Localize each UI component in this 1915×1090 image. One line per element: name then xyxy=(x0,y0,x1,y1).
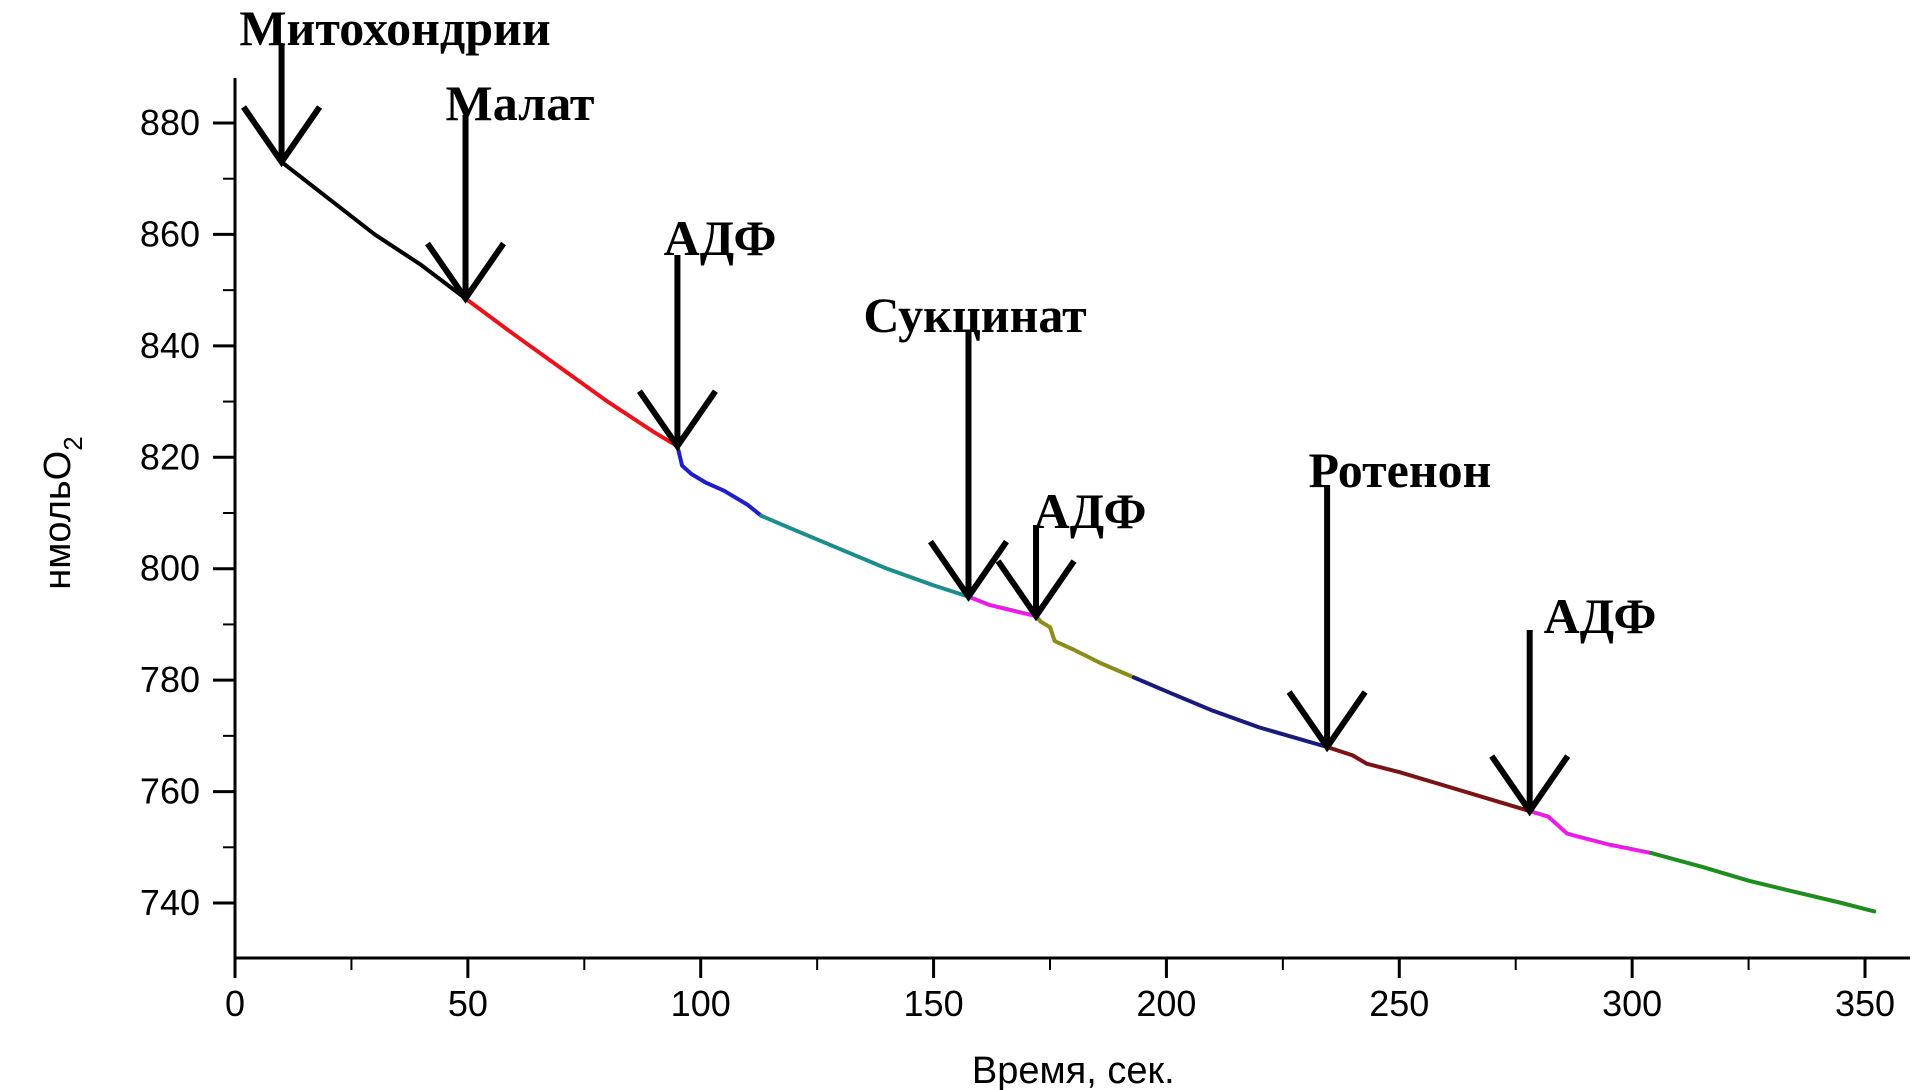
series-segment-3 xyxy=(675,444,764,518)
arrow-head xyxy=(636,389,718,452)
y-tick-label: 880 xyxy=(140,102,200,143)
x-tick-label: 300 xyxy=(1602,983,1662,1024)
y-axis-title-main: нмольО xyxy=(37,451,79,590)
annotation-label: Ротенон xyxy=(1308,442,1491,498)
annotation-label: АДФ xyxy=(1034,483,1147,539)
y-tick-label: 760 xyxy=(140,771,200,812)
arrow-head xyxy=(425,241,506,304)
arrow-head xyxy=(1489,754,1571,817)
series-segment-1 xyxy=(279,160,468,301)
data-series xyxy=(279,160,1877,914)
y-axis-title: нмольО2 xyxy=(37,436,88,589)
annotation-arrow-5: АДФ xyxy=(995,483,1147,622)
annotation-label: Сукцинат xyxy=(863,287,1086,343)
x-tick-label: 350 xyxy=(1835,983,1895,1024)
annotations: Митохондрии Малат АДФ Сукцинат АДФ Ротенон АДФ xyxy=(239,0,1657,817)
x-tick-label: 150 xyxy=(904,983,964,1024)
series-segment-8 xyxy=(1325,745,1532,814)
annotation-arrow-6: Ротенон xyxy=(1286,442,1492,753)
annotation-arrow-2: Малат xyxy=(425,75,595,304)
x-tick-label: 100 xyxy=(671,983,731,1024)
series-segment-2 xyxy=(463,296,680,449)
arrow-head xyxy=(995,559,1077,622)
y-tick-label: 860 xyxy=(140,213,200,254)
annotation-arrow-4: Сукцинат xyxy=(863,287,1087,602)
arrow-head xyxy=(241,105,323,168)
y-tick-label: 820 xyxy=(140,436,200,477)
series-segment-10 xyxy=(1648,850,1877,914)
x-tick-label: 200 xyxy=(1136,983,1196,1024)
annotation-label: АДФ xyxy=(664,210,777,266)
series-segment-4 xyxy=(759,513,971,599)
series-segment-9 xyxy=(1527,809,1653,855)
y-tick-label: 800 xyxy=(140,548,200,589)
x-axis-title: Время, сек. xyxy=(972,1050,1175,1090)
series-segment-5 xyxy=(966,594,1038,619)
arrow-head xyxy=(928,539,1009,602)
annotation-arrow-1: Митохондрии xyxy=(239,0,551,168)
series-segment-6 xyxy=(1034,614,1136,680)
x-tick-label: 0 xyxy=(225,983,245,1024)
y-tick-label: 780 xyxy=(140,659,200,700)
annotation-label: АДФ xyxy=(1544,588,1657,644)
x-tick-label: 50 xyxy=(448,983,488,1024)
annotation-arrow-7: АДФ xyxy=(1489,588,1657,817)
annotation-label: Митохондрии xyxy=(239,0,550,56)
y-tick-label: 740 xyxy=(140,882,200,923)
series-segment-7 xyxy=(1131,675,1330,749)
annotation-label: Малат xyxy=(446,75,595,131)
y-axis-title-subscript: 2 xyxy=(58,436,88,450)
ticks: 740 760 780 800 820 840 860 880 0 50 100 150 200 250 3… xyxy=(140,102,1895,1024)
arrow-head xyxy=(1286,690,1368,753)
annotation-arrow-3: АДФ xyxy=(636,210,777,452)
y-tick-label: 840 xyxy=(140,325,200,366)
x-tick-label: 250 xyxy=(1369,983,1429,1024)
